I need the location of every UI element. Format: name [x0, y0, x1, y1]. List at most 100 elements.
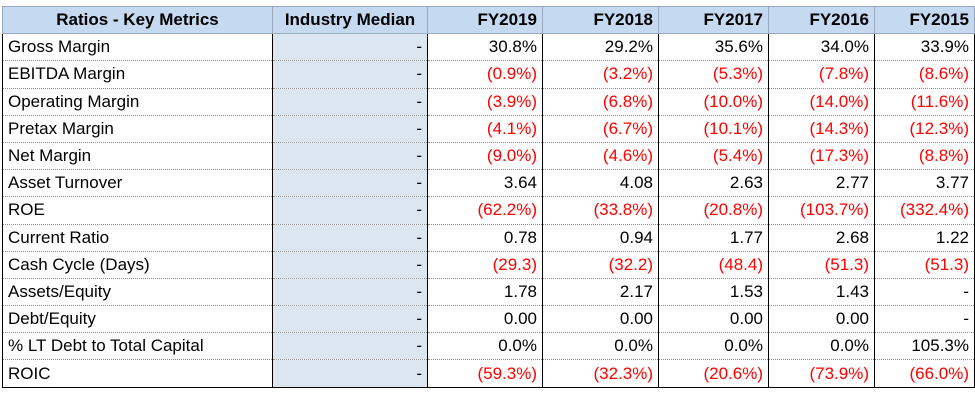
value-cell: (12.3%): [874, 115, 975, 143]
value-cell: 3.64: [427, 169, 543, 198]
value-cell: 2.63: [658, 169, 769, 198]
value-cell: 1.77: [658, 224, 769, 252]
value-cell: (6.7%): [542, 115, 659, 143]
value-cell: (32.2): [542, 251, 659, 279]
value-cell: (51.3): [874, 251, 975, 279]
metric-label: Gross Margin: [2, 33, 273, 62]
value-cell: 2.77: [768, 169, 875, 198]
value-cell: 0.00: [658, 305, 769, 334]
industry-median-cell: -: [272, 88, 428, 116]
table-row: Assets/Equity -1.78 2.17 1.53 1.43-: [2, 278, 975, 307]
metric-label: Net Margin: [2, 142, 273, 171]
metric-label: Pretax Margin: [2, 115, 273, 143]
metric-label: Asset Turnover: [2, 169, 273, 198]
value-cell: 30.8%: [427, 33, 543, 62]
table-row: Cash Cycle (Days) - (29.3) (32.2) (48.4) (51.…: [2, 251, 975, 279]
value-cell: (32.3%): [542, 359, 659, 388]
value-cell: 0.00: [427, 305, 543, 334]
metric-label: Assets/Equity: [2, 278, 273, 307]
table-row: Net Margin - (9.0%) (4.6%) (5.4%) (17.3%) (8.8…: [2, 142, 975, 171]
metric-label: Debt/Equity: [2, 305, 273, 334]
value-cell: 1.78: [427, 278, 543, 307]
value-cell: (11.6%): [874, 88, 975, 116]
value-cell: 33.9%: [874, 33, 975, 62]
value-cell: 0.78: [427, 224, 543, 252]
value-cell: (5.4%): [658, 142, 769, 171]
value-cell: 0.00: [542, 305, 659, 334]
value-cell: (20.8%): [658, 196, 769, 225]
table-row: Current Ratio -0.78 0.94 1.77 2.68 1.22: [2, 224, 975, 252]
value-cell: (62.2%): [427, 196, 543, 225]
value-cell: (3.9%): [427, 88, 543, 116]
value-cell: (20.6%): [658, 359, 769, 388]
value-cell: (4.6%): [542, 142, 659, 171]
value-cell: (0.9%): [427, 60, 543, 89]
header-industry-median: Industry Median: [272, 5, 428, 35]
industry-median-cell: -: [272, 332, 428, 361]
value-cell: (51.3): [768, 251, 875, 279]
value-cell: 0.94: [542, 224, 659, 252]
industry-median-cell: -: [272, 278, 428, 307]
value-cell: (5.3%): [658, 60, 769, 89]
value-cell: 1.43: [768, 278, 875, 307]
table-row: Asset Turnover -3.64 4.08 2.63 2.77 3.77: [2, 169, 975, 198]
table-row: ROIC - (59.3%) (32.3%) (20.6%) (73.9%) (66.0%): [2, 359, 975, 388]
header-year: FY2018: [542, 5, 659, 35]
table-row: EBITDA Margin - (0.9%) (3.2%) (5.3%) (7.8%) (8…: [2, 60, 975, 89]
value-cell: (6.8%): [542, 88, 659, 116]
value-cell: 1.22: [874, 224, 975, 252]
value-cell: (7.8%): [768, 60, 875, 89]
value-cell: (10.1%): [658, 115, 769, 143]
value-cell: (33.8%): [542, 196, 659, 225]
industry-median-cell: -: [272, 196, 428, 225]
value-cell: 0.0%: [427, 332, 543, 361]
value-cell: 0.00: [768, 305, 875, 334]
metric-label: Current Ratio: [2, 224, 273, 252]
key-metrics-table: Ratios - Key Metrics Industry Median FY2…: [2, 5, 975, 388]
value-cell: 105.3%: [874, 332, 975, 361]
table-row: Gross Margin -30.8% 29.2% 35.6% 34.0% 33.9%: [2, 33, 975, 62]
value-cell: 0.0%: [658, 332, 769, 361]
value-cell: 35.6%: [658, 33, 769, 62]
value-cell: (332.4%): [874, 196, 975, 225]
industry-median-cell: -: [272, 60, 428, 89]
value-cell: (14.0%): [768, 88, 875, 116]
value-cell: 0.0%: [542, 332, 659, 361]
value-cell: (8.6%): [874, 60, 975, 89]
value-cell: (59.3%): [427, 359, 543, 388]
value-cell: (14.3%): [768, 115, 875, 143]
value-cell: (103.7%): [768, 196, 875, 225]
metric-label: Operating Margin: [2, 88, 273, 116]
header-year: FY2016: [768, 5, 875, 35]
industry-median-cell: -: [272, 359, 428, 388]
metric-label: EBITDA Margin: [2, 60, 273, 89]
value-cell: (9.0%): [427, 142, 543, 171]
header-metric: Ratios - Key Metrics: [2, 5, 273, 35]
value-cell: 1.53: [658, 278, 769, 307]
value-cell: (8.8%): [874, 142, 975, 171]
metric-label: ROIC: [2, 359, 273, 388]
value-cell: -: [874, 305, 975, 334]
industry-median-cell: -: [272, 169, 428, 198]
table-row: Debt/Equity -0.00 0.00 0.00 0.00-: [2, 305, 975, 334]
table-row: Pretax Margin - (4.1%) (6.7%) (10.1%) (14.3%)…: [2, 115, 975, 143]
value-cell: 0.0%: [768, 332, 875, 361]
value-cell: (66.0%): [874, 359, 975, 388]
value-cell: (17.3%): [768, 142, 875, 171]
header-year: FY2015: [874, 5, 975, 35]
metric-label: ROE: [2, 196, 273, 225]
header-year: FY2017: [658, 5, 769, 35]
table-row: Operating Margin - (3.9%) (6.8%) (10.0%) (14.…: [2, 88, 975, 116]
industry-median-cell: -: [272, 142, 428, 171]
value-cell: 2.68: [768, 224, 875, 252]
value-cell: (48.4): [658, 251, 769, 279]
industry-median-cell: -: [272, 305, 428, 334]
value-cell: 29.2%: [542, 33, 659, 62]
table-row: % LT Debt to Total Capital -0.0% 0.0% 0.0% 0…: [2, 332, 975, 361]
value-cell: 3.77: [874, 169, 975, 198]
industry-median-cell: -: [272, 33, 428, 62]
value-cell: -: [874, 278, 975, 307]
industry-median-cell: -: [272, 115, 428, 143]
header-row: Ratios - Key Metrics Industry Median FY2…: [2, 5, 975, 35]
